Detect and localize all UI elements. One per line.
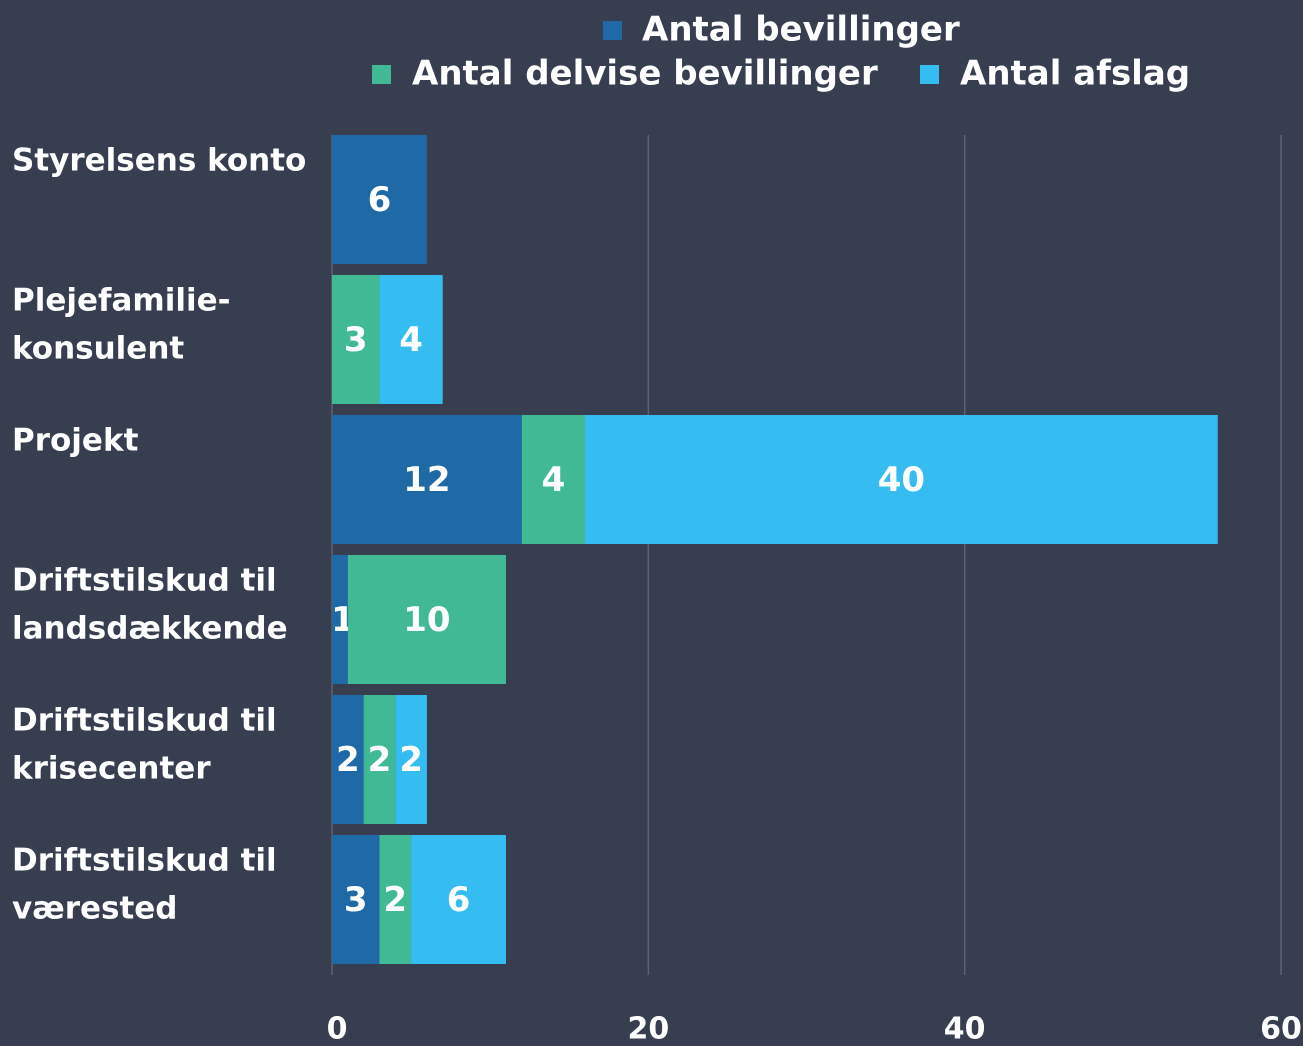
value-label: 4: [399, 320, 423, 360]
bar-segment: [347, 555, 506, 684]
value-label: 10: [403, 600, 450, 640]
legend-swatch: [372, 65, 391, 84]
bar-segment: [379, 275, 443, 404]
value-label: 6: [447, 880, 471, 920]
value-label: 2: [336, 740, 360, 780]
category-label: Plejefamilie-: [12, 283, 231, 319]
value-label: 2: [383, 880, 407, 920]
bar-segment: [363, 695, 396, 824]
category-label: værested: [12, 891, 178, 927]
category-label: Driftstilskud til: [12, 703, 277, 739]
value-label: 2: [399, 740, 423, 780]
value-label: 12: [403, 460, 450, 500]
bar-segment: [332, 135, 427, 264]
value-label: 3: [344, 880, 368, 920]
category-label: Projekt: [12, 423, 139, 459]
x-tick-label: 0: [327, 1012, 348, 1046]
bar-segment: [332, 415, 522, 544]
legend-label: Antal bevillinger: [642, 10, 960, 50]
category-label: Driftstilskud til: [12, 843, 277, 879]
value-label: 3: [344, 320, 368, 360]
x-tick-label: 20: [627, 1012, 669, 1046]
category-label: krisecenter: [12, 751, 211, 787]
legend-swatch: [603, 21, 622, 40]
x-tick-label: 60: [1260, 1012, 1302, 1046]
x-tick-label: 40: [944, 1012, 986, 1046]
value-label: 40: [878, 460, 925, 500]
legend-label: Antal delvise bevillinger: [412, 54, 878, 94]
value-label: 4: [542, 460, 566, 500]
legend-swatch: [920, 65, 939, 84]
bar-segment: [332, 275, 380, 404]
bar-segment: [332, 835, 380, 964]
bar-segment: [521, 415, 586, 544]
bar-segment: [379, 835, 412, 964]
legend-label: Antal afslag: [960, 54, 1190, 94]
bar-segment: [332, 695, 364, 824]
bar-segment: [411, 835, 506, 964]
bar-segment: [585, 415, 1218, 544]
category-label: landsdækkende: [12, 611, 288, 647]
category-label: Styrelsens konto: [12, 143, 306, 179]
value-label: 2: [368, 740, 392, 780]
bar-segment: [395, 695, 427, 824]
bar-segment: [332, 555, 348, 684]
category-label: Driftstilskud til: [12, 563, 277, 599]
value-label: 6: [368, 180, 392, 220]
category-label: konsulent: [12, 331, 184, 367]
